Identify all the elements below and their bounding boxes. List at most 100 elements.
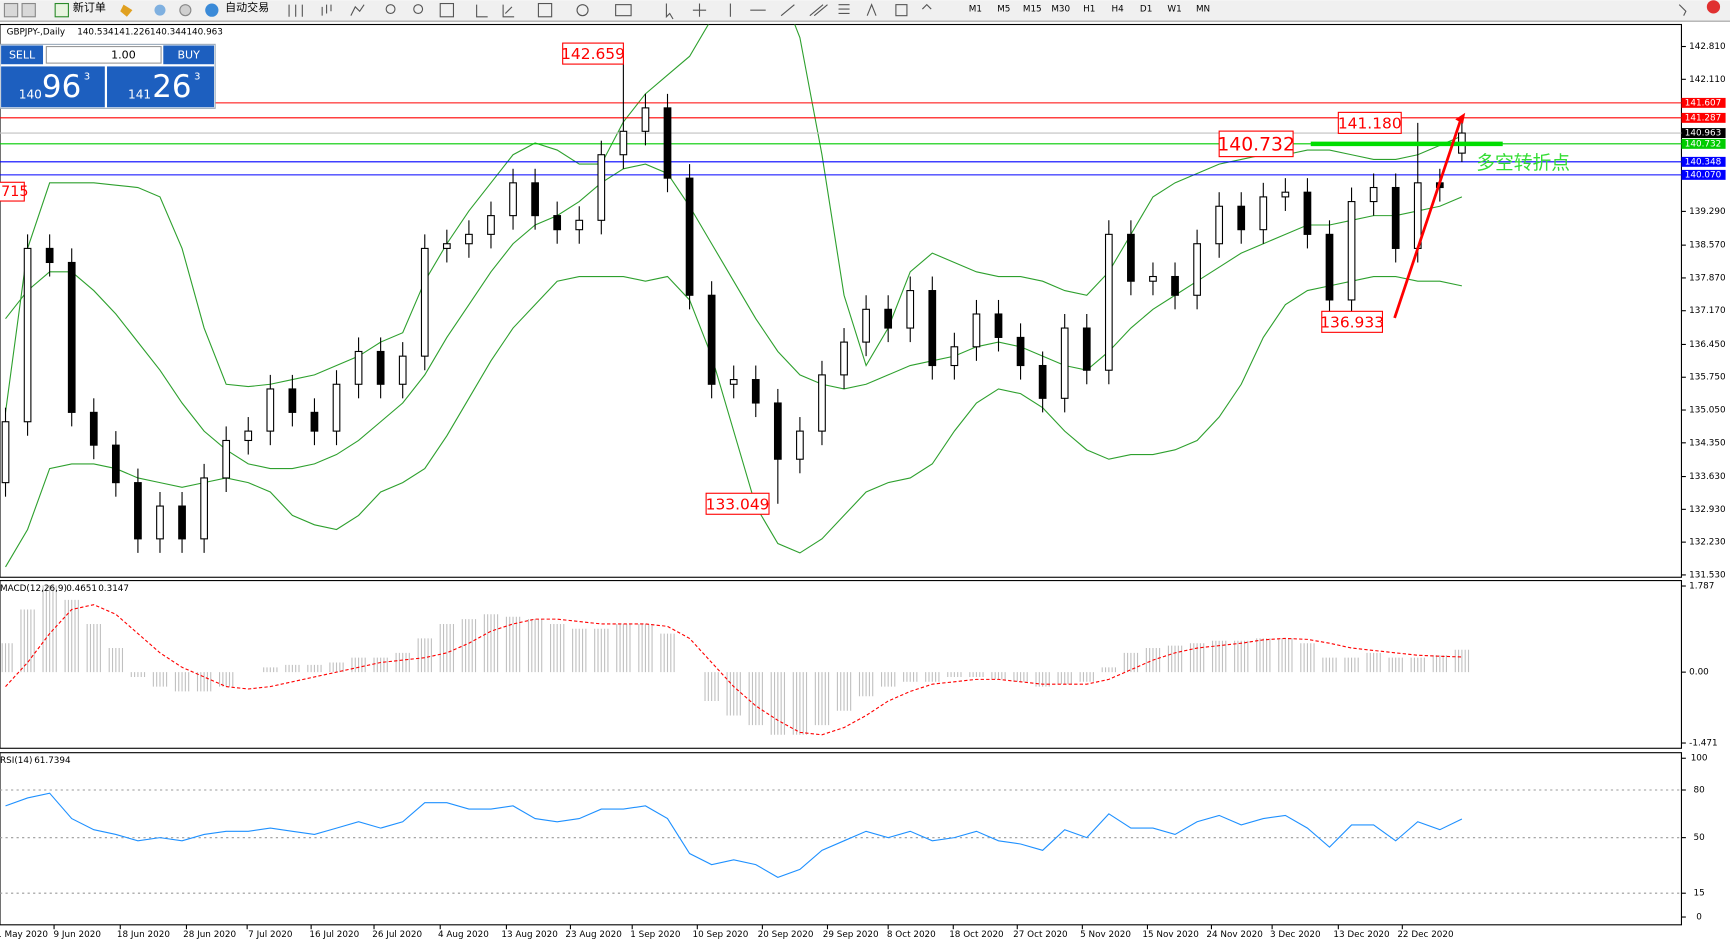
candle-body [884,308,893,329]
timeframe-button[interactable]: D1 [1140,5,1152,15]
candle-body [685,177,694,296]
candle-body [134,482,142,540]
ohlc-open: 140.534 [77,28,114,38]
timeframe-button[interactable]: M15 [1023,5,1042,15]
price-level-label: 141.607 [1685,98,1721,108]
icon[interactable] [120,4,133,17]
main-panel [0,23,1683,578]
icon[interactable] [179,4,192,17]
ohlc-low: 140.344 [150,28,187,38]
bollinger-lower [5,275,1463,568]
timeframe-button[interactable]: H4 [1112,5,1125,15]
volume-input[interactable] [45,46,162,64]
buy-price-point[interactable]: 3 [194,71,200,82]
ohlc-close: 140.963 [186,28,222,38]
candle-body [840,341,848,376]
volume-value[interactable]: 1.00 [111,48,136,61]
candle-body [398,355,407,385]
candle-body [1259,196,1268,231]
timeframe-button[interactable]: W1 [1167,5,1181,15]
macd-value: 0.4651 [66,584,97,594]
sell-price-big[interactable]: 140 [19,88,42,102]
icon[interactable] [154,4,166,16]
timeframe-button[interactable]: H1 [1083,5,1095,15]
candle-body [575,219,584,231]
candle-body [45,247,54,264]
macd-tick-label: 0.00 [1689,668,1709,678]
buy-button[interactable] [163,45,215,65]
price-level-label: 140.963 [1685,129,1721,139]
buy-label[interactable]: BUY [177,48,200,61]
candle-body [1193,243,1201,296]
candle-body [111,444,120,484]
candle-body [1016,336,1025,367]
axes: 142.810 142.110 139.290 138.570 137.870 137.1… [0,42,1726,940]
candle-body [641,107,650,132]
x-tick-label: 22 Dec 2020 [1397,930,1454,940]
price-label-box [1321,310,1384,333]
timeframe-button[interactable]: M5 [997,5,1010,15]
y-tick-label: 132.230 [1689,538,1726,548]
buy-price-big[interactable]: 141 [128,88,151,102]
y-tick-label: 142.110 [1689,75,1726,85]
price-level-tag [1681,156,1726,167]
sell-price-pips[interactable]: 96 [42,69,81,105]
new-order-icon[interactable] [54,2,69,18]
candle-body [1038,364,1047,399]
icon[interactable] [3,2,19,18]
price-level-label: 140.732 [1685,139,1721,149]
candle-body [487,215,495,235]
macd-tick-label: -1.471 [1689,739,1717,749]
macd-tick-label: 1.787 [1689,582,1714,592]
x-tick-label: 3 Dec 2020 [1270,930,1321,940]
sell-price-box[interactable] [1,66,105,108]
price-label: 136.933 [1320,313,1384,331]
y-tick-label: 133.630 [1689,472,1726,482]
rsi-tick-label: 80 [1693,786,1705,796]
icon[interactable] [21,2,36,18]
timeframe-button[interactable]: M1 [969,5,982,15]
rsi-plot [0,789,1682,894]
x-tick-label: 27 Oct 2020 [1013,930,1068,940]
trend-arrow-head [1455,112,1466,124]
rsi-tick-label: 0 [1696,913,1702,923]
rsi-line [5,792,1463,878]
y-tick-label: 135.750 [1689,373,1726,383]
candle-body [619,130,628,156]
candle-body [67,261,76,413]
price-label: 133.049 [706,495,770,513]
buy-price-pips[interactable]: 26 [152,69,191,105]
auto-trading-icon[interactable] [205,3,219,17]
auto-trading-button[interactable]: 自动交易 [225,0,269,14]
sell-button[interactable] [1,45,44,65]
sell-price-point[interactable]: 3 [84,71,90,82]
candle-body [531,182,539,217]
candle-body [972,313,981,348]
candle-body [178,505,186,540]
candle-body [332,383,341,432]
candle-body [906,290,915,329]
timeframe-button[interactable]: M30 [1051,5,1070,15]
price-level-label: 140.070 [1685,170,1722,180]
candle-body [310,411,319,432]
sell-label[interactable]: SELL [9,48,36,61]
price-level-label: 141.287 [1685,113,1721,123]
tool-icons [288,2,1687,20]
trend-arrow [1393,118,1463,319]
price-label-box [562,42,624,65]
x-tick-label: 10 Sep 2020 [693,930,749,940]
candle-body [420,247,429,357]
buy-price-box[interactable] [107,66,215,108]
x-tick-label: 16 Jul 2020 [309,930,359,940]
y-tick-label: 132.930 [1689,505,1726,515]
new-order-button[interactable]: 新订单 [73,0,106,14]
x-tick-label: 15 Nov 2020 [1142,930,1199,940]
x-tick-label: 13 Aug 2020 [501,930,558,940]
timeframe-button[interactable]: MN [1196,5,1210,15]
x-tick-label: 8 Oct 2020 [887,930,936,940]
alert-badge[interactable] [1706,0,1721,14]
timeframe-bar: M1 M5 M15 M30 H1 H4 D1 W1 MN [969,5,1210,15]
price-label: 141.180 [1338,114,1402,132]
candle-body [950,346,959,367]
